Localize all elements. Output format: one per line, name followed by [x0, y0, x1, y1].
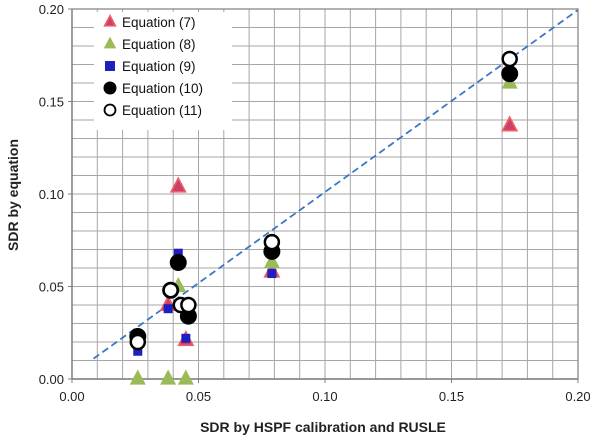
legend-label: Equation (9) [122, 59, 196, 74]
data-points [129, 50, 519, 385]
data-point [169, 176, 187, 193]
legend-marker [105, 61, 115, 71]
data-point [129, 369, 146, 385]
data-point [177, 369, 194, 385]
legend-marker [103, 103, 117, 117]
y-axis-label: SDR by equation [5, 139, 21, 251]
data-point [162, 281, 179, 299]
data-point [181, 333, 191, 343]
legend-label: Equation (7) [122, 15, 196, 30]
data-point [129, 333, 147, 351]
data-point [160, 369, 177, 385]
data-point [263, 233, 281, 251]
y-tick-label: 0.00 [39, 372, 64, 387]
data-point [501, 50, 518, 68]
y-tick-label: 0.20 [39, 2, 64, 17]
legend-label: Equation (8) [122, 37, 196, 52]
x-tick-label: 0.05 [186, 389, 211, 404]
y-tick-label: 0.15 [39, 95, 64, 110]
data-point [501, 65, 519, 83]
data-point [180, 296, 197, 314]
y-tick-label: 0.05 [39, 280, 64, 295]
legend-label: Equation (10) [122, 81, 203, 96]
data-point [267, 269, 277, 279]
legend-marker [103, 81, 117, 95]
data-point [263, 252, 280, 269]
x-tick-label: 0.10 [312, 389, 337, 404]
legend: Equation (7) Equation (8) Equation (9) Equa… [94, 12, 232, 130]
data-point [169, 253, 187, 271]
x-tick-label: 0.20 [565, 389, 590, 404]
legend-label: Equation (11) [122, 103, 202, 118]
legend-marker [103, 36, 117, 49]
tick-labels: 0.00 0.05 0.10 0.15 0.20 0.00 0.05 0.10 0.15 0.20 [39, 2, 591, 404]
x-tick-label: 0.00 [59, 389, 84, 404]
y-tick-label: 0.10 [39, 187, 64, 202]
x-axis-label: SDR by HSPF calibration and RUSLE [200, 419, 446, 435]
x-tick-label: 0.15 [439, 389, 464, 404]
legend-marker [103, 13, 117, 27]
data-point [501, 115, 519, 132]
data-point [163, 304, 173, 314]
series-equation-11 [129, 50, 518, 351]
legend-box [94, 12, 232, 130]
